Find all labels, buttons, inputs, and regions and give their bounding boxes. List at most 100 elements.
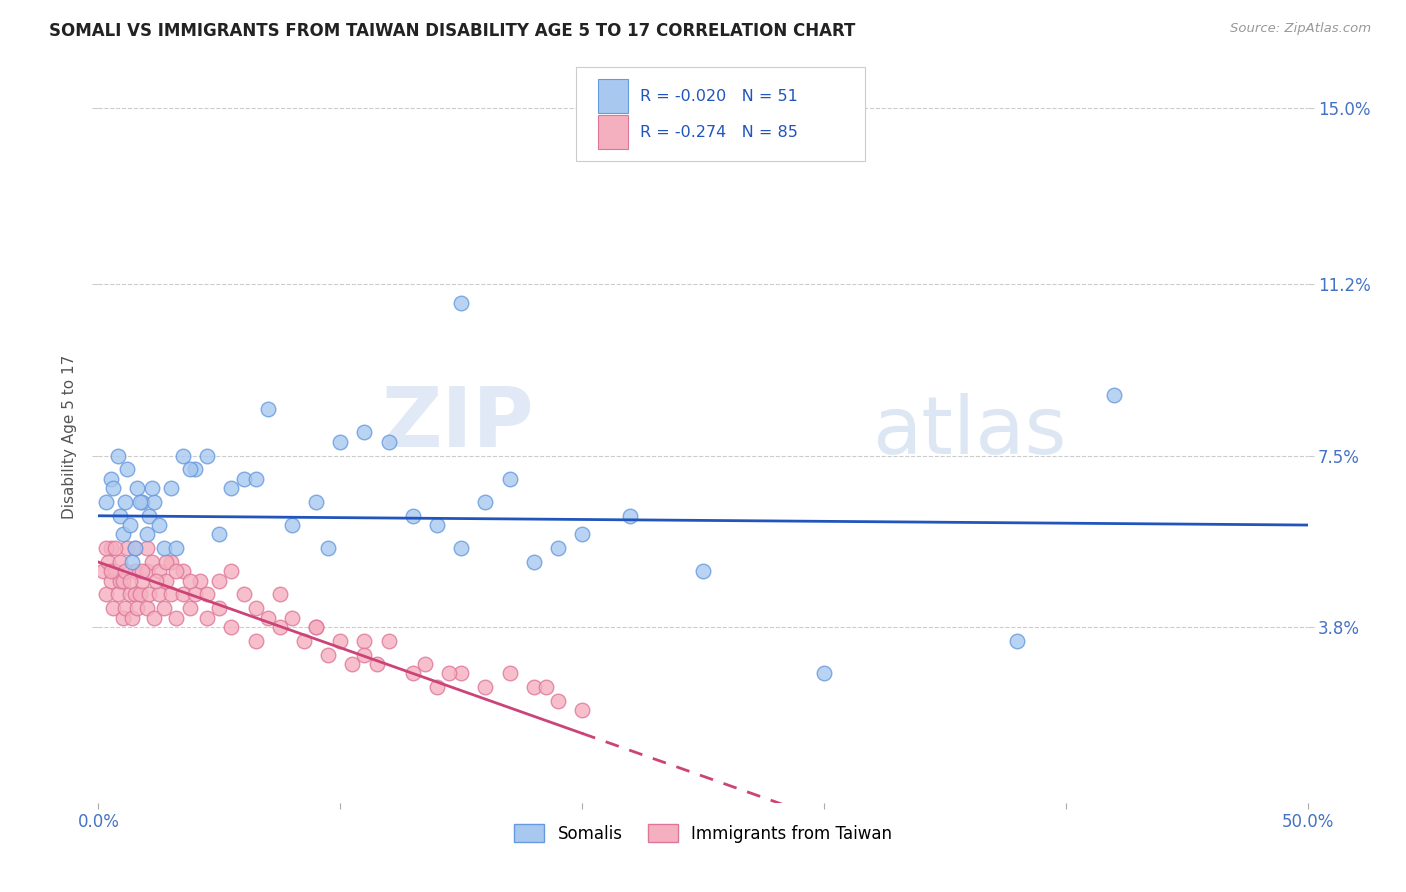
Point	[148, 518, 170, 533]
Point	[127, 481, 149, 495]
Point	[377, 633, 399, 648]
Point	[101, 601, 124, 615]
Point	[232, 472, 254, 486]
Point	[179, 601, 201, 615]
Point	[269, 587, 291, 601]
Point	[450, 295, 472, 310]
Point	[152, 541, 174, 556]
Point	[184, 587, 207, 601]
Point	[221, 481, 243, 495]
Text: R = -0.020   N = 51: R = -0.020 N = 51	[640, 89, 797, 103]
Point	[108, 555, 131, 569]
Point	[94, 495, 117, 509]
Point	[281, 610, 304, 624]
Point	[426, 680, 449, 694]
Point	[402, 666, 425, 681]
Point	[114, 601, 136, 615]
Point	[281, 518, 304, 533]
Y-axis label: Disability Age 5 to 17: Disability Age 5 to 17	[62, 355, 77, 519]
Point	[208, 601, 231, 615]
Point	[94, 541, 117, 556]
Point	[188, 574, 211, 588]
Point	[143, 610, 166, 624]
Point	[131, 574, 153, 588]
Point	[138, 508, 160, 523]
Point	[117, 462, 139, 476]
Point	[152, 601, 174, 615]
Point	[474, 495, 496, 509]
Point	[165, 565, 187, 579]
Point	[305, 620, 328, 634]
Point	[342, 657, 364, 671]
Point	[172, 587, 194, 601]
Point	[118, 587, 141, 601]
Point	[104, 565, 127, 579]
Point	[100, 541, 122, 556]
Point	[135, 565, 157, 579]
Point	[245, 601, 267, 615]
Point	[221, 565, 243, 579]
Point	[179, 462, 201, 476]
Point	[128, 495, 150, 509]
Point	[353, 633, 375, 648]
Point	[184, 462, 207, 476]
Point	[208, 527, 231, 541]
Point	[124, 541, 146, 556]
Text: ZIP: ZIP	[381, 383, 534, 464]
Point	[256, 402, 278, 417]
Point	[111, 610, 134, 624]
Text: atlas: atlas	[872, 393, 1067, 472]
Point	[377, 434, 399, 449]
Point	[172, 565, 194, 579]
Point	[547, 541, 569, 556]
Point	[305, 620, 328, 634]
Point	[160, 555, 183, 569]
Point	[329, 434, 352, 449]
Point	[148, 587, 170, 601]
Point	[353, 648, 375, 662]
Point	[104, 541, 127, 556]
Point	[91, 565, 114, 579]
Point	[450, 666, 472, 681]
Point	[124, 565, 146, 579]
Point	[117, 541, 139, 556]
Point	[619, 508, 641, 523]
Point	[692, 565, 714, 579]
Point	[316, 648, 339, 662]
Point	[413, 657, 436, 671]
Point	[100, 574, 122, 588]
Point	[195, 449, 218, 463]
Point	[195, 610, 218, 624]
Point	[111, 574, 134, 588]
Point	[97, 555, 120, 569]
Point	[165, 610, 187, 624]
Point	[523, 555, 546, 569]
Point	[245, 472, 267, 486]
Point	[426, 518, 449, 533]
Point	[256, 610, 278, 624]
Point	[534, 680, 557, 694]
Point	[571, 703, 593, 717]
Point	[108, 508, 131, 523]
Point	[138, 587, 160, 601]
Point	[172, 449, 194, 463]
Point	[121, 555, 143, 569]
Point	[155, 555, 177, 569]
Point	[1007, 633, 1029, 648]
Point	[195, 587, 218, 601]
Point	[1102, 388, 1125, 402]
Point	[498, 666, 520, 681]
Point	[127, 601, 149, 615]
Point	[232, 587, 254, 601]
Legend: Somalis, Immigrants from Taiwan: Somalis, Immigrants from Taiwan	[508, 818, 898, 849]
Point	[143, 495, 166, 509]
Point	[148, 565, 170, 579]
Point	[107, 449, 129, 463]
Point	[523, 680, 546, 694]
Point	[353, 425, 375, 440]
Point	[366, 657, 388, 671]
Point	[221, 620, 243, 634]
Point	[437, 666, 460, 681]
Point	[101, 481, 124, 495]
Point	[128, 587, 150, 601]
